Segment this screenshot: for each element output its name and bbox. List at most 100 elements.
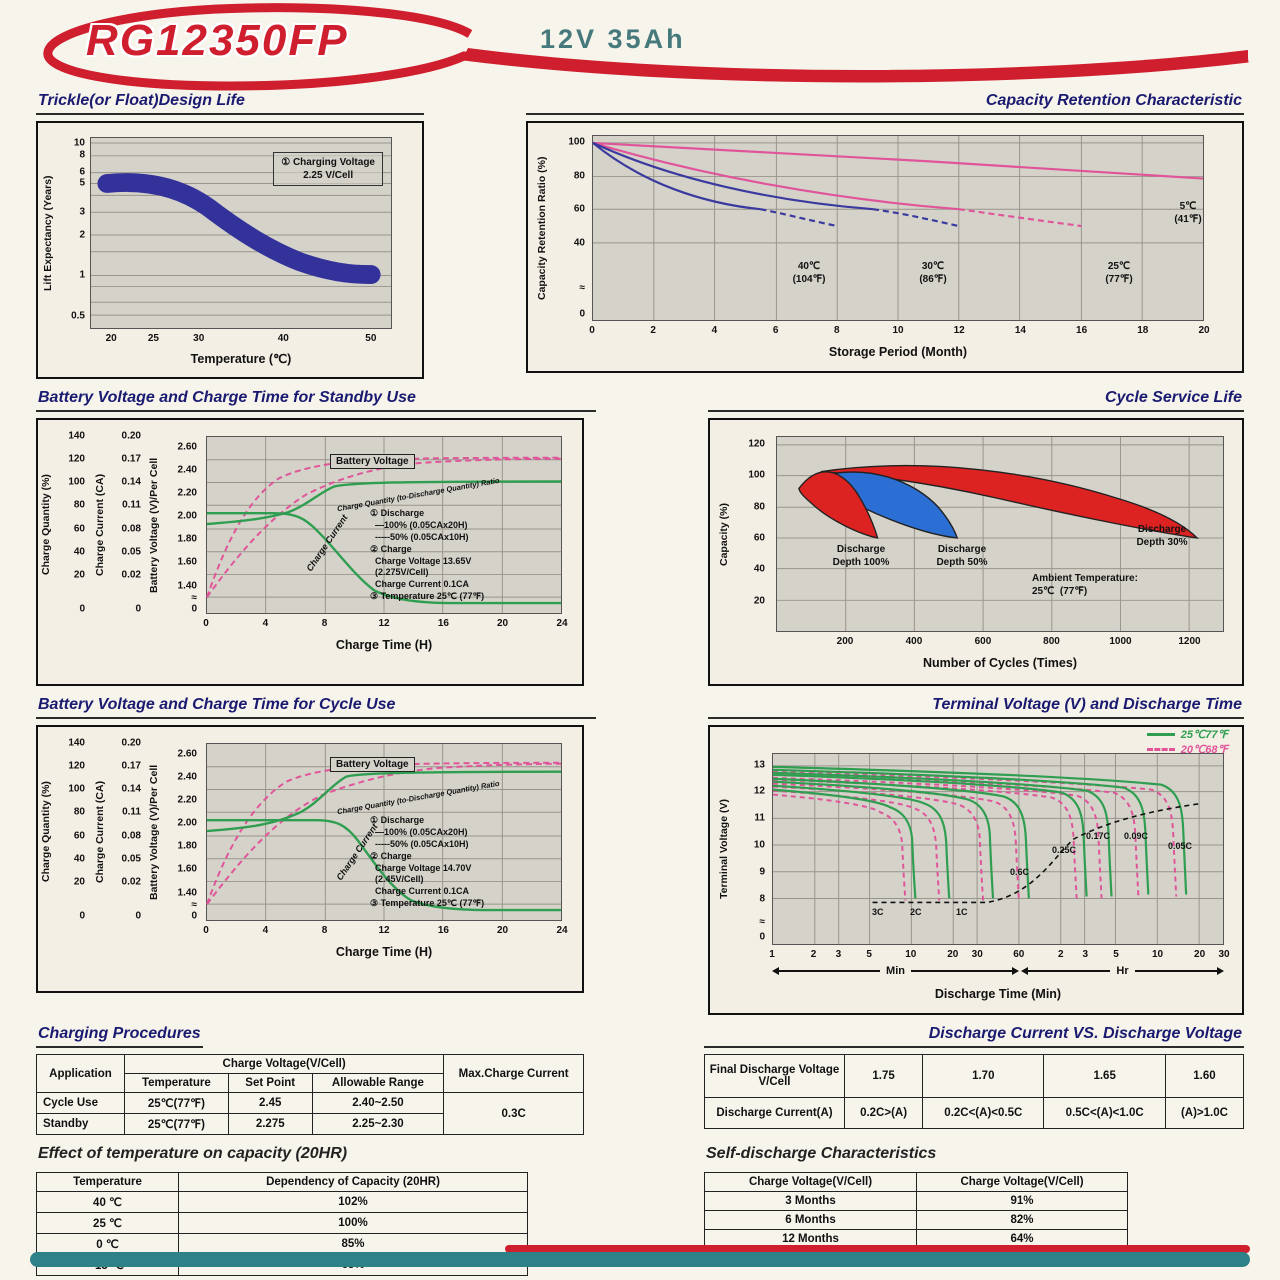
retention-title: Capacity Retention Characteristic [526,92,1244,115]
swoosh-tail [464,48,1248,78]
tick-label: 80 [73,499,85,511]
rate-label-025c: 0.25C [1052,845,1077,855]
curve-label-25c: 25℃ (77℉) [1105,261,1133,285]
standby-quantity-axis-title: Charge Quantity (%) [40,474,52,576]
discharge-voltage-table: Final Discharge Voltage V/Cell 1.75 1.70… [704,1054,1245,1129]
curve-label-5c: 5℃ (41℉) [1174,201,1202,225]
tick-label: 200 [836,636,854,647]
tick-label: 30 [193,333,205,344]
cell-voltage: 1.60 [1164,1054,1245,1098]
annotation-line: 2.25 V/Cell [303,170,354,182]
standby-current-axis-title: Charge Current (CA) [94,473,106,577]
annotation-line: Charge Voltage 13.65V [370,555,472,566]
tick-label: 20 [496,618,509,629]
cycle-use-plot [206,743,562,921]
min-range-indicator: Min [772,965,1020,977]
tick-label: 600 [974,636,992,647]
cell-current: 0.5C<(A)<1.0C [1043,1097,1166,1129]
cell-temp: 40 ℃ [36,1191,179,1213]
trickle-plot-svg [91,142,391,316]
tick-label: 30 [1218,949,1230,960]
cycle-use-quantity-ticks: 140 120 100 80 60 40 20 0 [58,738,88,922]
table-row: 3 Months 91% [704,1191,1128,1211]
tick-label: 40 [573,237,585,249]
annotation-line: -----50% (0.05CAx10H) [370,838,469,849]
tick-label: 3 [1082,949,1089,960]
tick-label: 13 [753,759,765,771]
grid-lines [265,437,503,613]
tick-label: 80 [73,806,85,818]
tick-label: 3 [79,206,85,218]
depth-30-region [820,464,1200,539]
terminal-y-ticks: 13 12 11 10 9 8 ≈0 [742,753,768,945]
annotation-line: ③ Temperature 25℃ (77℉) [370,898,485,909]
green-solid-line-swatch [1146,733,1175,736]
discharge-voltage-title: Discharge Current VS. Discharge Voltage [704,1025,1244,1048]
cell-capacity: 102% [178,1191,528,1213]
col-application: Application [36,1054,125,1093]
tick-label: 10 [1151,949,1164,960]
grid-lines [653,136,1143,320]
tick-label: 14 [1014,325,1026,336]
footer-red-bar [505,1245,1250,1253]
header-swoosh [43,3,1249,91]
tick-label: 5 [79,177,85,189]
tick-label: 20 [105,333,117,344]
standby-voltage-ticks: 2.60 2.40 2.20 2.00 1.80 1.60 1.40 ≈0 [166,436,200,614]
tick-label: 8 [321,925,328,936]
tick-label: 25 [147,333,159,344]
standby-x-axis-title: Charge Time (H) [335,638,433,652]
battery-voltage-curve [206,480,562,526]
cell-discharge-current-label: Discharge Current(A) [704,1097,845,1129]
grid-lines [593,142,1203,244]
tick-label: 60 [573,203,585,215]
table-row: Discharge Current(A) 0.2C>(A) 0.2C<(A)<0… [704,1097,1245,1129]
tick-label: 1.40 [177,887,197,899]
curve-40c [592,142,761,211]
design-life-band [97,173,381,284]
tick-label: 0 [203,925,209,936]
charge-current-curve [207,511,561,605]
annotation-line: Charge Current 0.1CA [370,886,470,897]
tick-label: 20 [753,595,765,607]
tick-label: 0.02 [121,876,141,888]
cycle-use-panel: Battery Voltage and Charge Time for Cycl… [36,696,596,1015]
curve-30c [592,141,874,211]
rate-label-009c: 0.09C [1124,831,1149,841]
tick-label: 2 [79,229,85,241]
row-3: Battery Voltage and Charge Time for Cycl… [0,696,1280,1015]
arrow-right-icon [1012,967,1020,975]
battery-spec: 12V 35Ah [540,24,686,54]
tick-label: 8 [834,325,840,336]
annotation-line: -----50% (0.05CAx10H) [370,531,469,542]
standby-current-ticks: 0.20 0.17 0.14 0.11 0.08 0.05 0.02 0 [112,431,144,615]
standby-notes: ① Discharge —100% (0.05CAx20H) -----50% … [370,508,484,603]
cycle-use-voltage-axis-title: Battery Voltage (V)/Per Cell [148,764,160,900]
self-discharge-title: Self-discharge Characteristics [706,1145,937,1162]
charging-procedures-section: Charging Procedures Application Charge V… [36,1025,596,1135]
tick-label: 0.20 [121,737,141,749]
col-charge-voltage-2: Charge Voltage(V/Cell) [916,1172,1128,1192]
tick-label: 40 [73,546,85,558]
tick-label: 1200 [1178,636,1201,647]
table-row: 6 Months 82% [704,1210,1128,1230]
curve-40c-dashed [760,208,838,228]
tick-label: 0.14 [121,476,141,488]
table-row: Cycle Use 25℃(77℉) 2.45 2.40~2.50 0.3C [36,1092,584,1135]
charge-quantity-50-curve [206,456,562,598]
cell-current: (A)>1.0C [1164,1097,1245,1129]
retention-y-ticks: 100 80 60 40 ≈0 [558,135,588,321]
terminal-plot [772,753,1224,945]
row-1: Trickle(or Float)Design Life Lift Expect… [0,92,1280,379]
tick-label: 20 [947,949,959,960]
terminal-panel: Terminal Voltage (V) and Discharge Time … [708,696,1244,1015]
range-line [779,970,881,972]
range-line [1134,970,1218,972]
curve-label-40c: 40℃ (104℉) [792,261,826,285]
cycle-use-x-axis-title: Charge Time (H) [335,945,433,959]
tick-label: ≈ [191,592,198,604]
row-2: Battery Voltage and Charge Time for Stan… [0,389,1280,686]
tick-label: 20 [73,876,85,888]
cycle-use-quantity-axis-title: Charge Quantity (%) [40,781,52,883]
tick-label: 20 [73,569,85,581]
